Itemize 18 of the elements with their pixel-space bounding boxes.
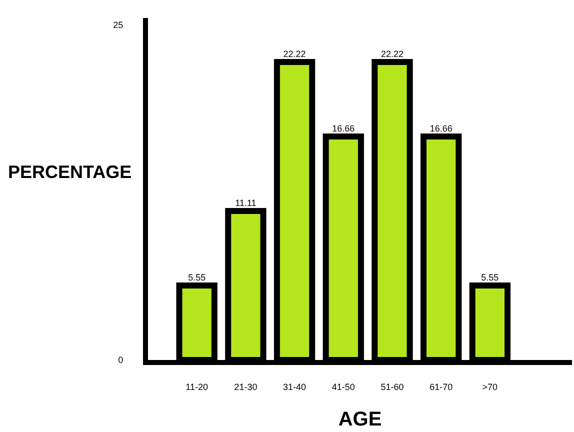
y-tick-label: 0 [118,355,124,366]
x-tick-label: >70 [482,382,498,392]
x-tick-label: 51-60 [380,382,404,392]
x-tick-label: 21-30 [234,382,258,392]
x-tick-label: 11-20 [186,382,208,392]
data-label: 22.22 [380,48,404,59]
y-axis-title: PERCENTAGE [8,162,132,182]
data-label: 5.55 [188,272,206,283]
data-label: 22.22 [283,48,306,59]
x-tick-label: 61-70 [430,382,453,392]
x-tick-label: 31-40 [283,382,306,392]
data-label: 5.55 [481,272,499,283]
data-label: 11.11 [235,198,256,208]
y-tick-label: 25 [113,20,124,30]
data-label: 16.66 [430,124,452,134]
x-axis-title: AGE [338,408,382,430]
x-tick-label: 41-50 [332,382,355,392]
data-label: 16.66 [332,124,355,134]
